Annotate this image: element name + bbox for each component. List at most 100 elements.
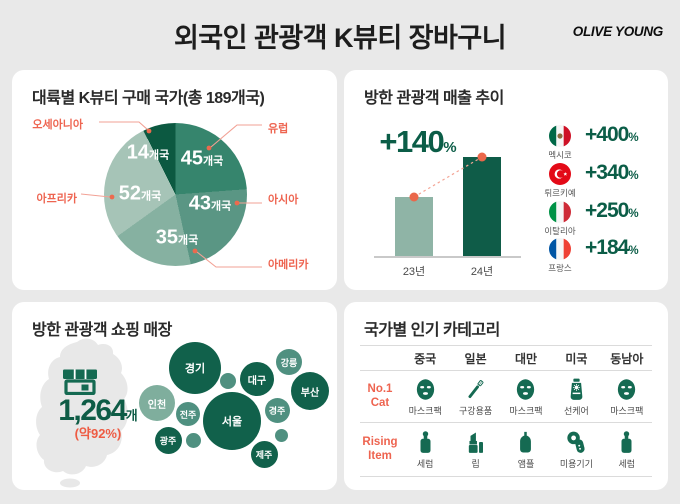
country-growth-row: +184% 프랑스 [539,236,667,274]
category-table: 중국 일본 대만 미국 동남아 No.1 Cat 마스크팩 구강용품 마스크팩 선케어 마스크팩 R… [360,345,652,477]
category-item: 앰플 [501,423,551,476]
category-item-caption: 구강용품 [459,405,493,416]
growth-percent: +400% [585,123,639,146]
category-item-caption: 세럼 [618,458,636,469]
suncare-icon [564,377,589,402]
city-bubble-광주: 광주 [154,426,182,454]
category-row-label: No.1 Cat [367,382,393,409]
pie-value-label: 35개국 [155,226,199,249]
bar-x-label: 24년 [470,266,494,278]
city-bubble-서울: 서울 [203,392,261,450]
page-title: 외국인 관광객 K뷰티 장바구니 [173,23,507,53]
panel-sales: 방한 관광객 매출 추이 +140% 23년 24년 +400% 멕시코 +340% 튀… [344,70,668,290]
category-item-caption: 립 [471,458,480,469]
city-bubble-제주: 제주 [250,440,278,468]
category-column-header: 중국 [414,351,437,366]
city-bubble-전주: 전주 [176,402,200,426]
city-bubble-부산: 부산 [291,372,329,410]
city-bubble-small [185,432,201,448]
category-item: 마스크팩 [602,371,652,422]
category-item-caption: 미용기기 [559,458,593,469]
panel-categories: 국가별 인기 카테고리 중국 일본 대만 미국 동남아 No.1 Cat 마스크팩 구강용품… [344,302,668,490]
panel-stores-title: 방한 관광객 쇼핑 매장 [32,322,172,339]
panel-categories-title: 국가별 인기 카테고리 [364,322,500,339]
category-column-header: 대만 [514,351,538,366]
category-table-header: 중국 일본 대만 미국 동남아 [360,345,652,371]
category-column-header: 동남아 [610,351,644,366]
continent-label: 아프리카 [36,193,77,205]
category-column-header: 일본 [464,351,487,366]
growth-percent: +184% [585,236,639,259]
growth-percent: +250% [585,199,639,222]
panel-sales-title: 방한 관광객 매출 추이 [364,90,504,107]
category-item-caption: 선케어 [563,405,589,416]
korea-map-silhouette [36,338,128,488]
store-count: 1,264개 [58,394,138,427]
category-row: Rising Item 세럼 립 앰플 미용기기 세럼 [360,423,652,477]
category-column-header: 미국 [565,351,588,366]
panel-continents-title: 대륙별 K뷰티 구매 국가(총 189개국) [32,90,265,107]
pie-value-label: 52개국 [118,182,162,205]
flag-icon-mexico [549,125,571,147]
bar-2023 [395,197,433,256]
mask-icon [513,377,538,402]
category-item-caption: 세럼 [416,458,434,469]
category-item: 마스크팩 [400,371,450,422]
city-bubble-강릉: 강릉 [276,349,302,375]
flag-icon-france [549,238,571,260]
device-icon [564,430,589,455]
toothbrush-icon [463,377,488,402]
continent-label: 아시아 [268,194,299,206]
country-growth-row: +340% 튀르키예 [539,161,667,199]
country-growth-row: +250% 이탈리아 [539,199,667,237]
ampoule-icon [513,430,538,455]
pie-value-label: 14개국 [126,141,170,164]
city-bubble-인천: 인천 [139,385,175,421]
store-icon [63,369,97,395]
continent-label: 오세아니아 [32,119,83,131]
category-item: 마스크팩 [501,371,551,422]
olive-young-logo: OLIVE YOUNG [572,24,664,39]
category-item: 구강용품 [450,371,500,422]
growth-percent: +340% [585,161,639,184]
country-growth-row: +400% 멕시코 [539,123,667,161]
category-row: No.1 Cat 마스크팩 구강용품 마스크팩 선케어 마스크팩 [360,371,652,423]
country-name: 프랑스 [548,263,572,273]
category-row-label: Rising Item [362,435,398,462]
country-name: 튀르키예 [544,188,576,198]
category-item: 립 [450,423,500,476]
bar-x-label: 23년 [402,266,426,278]
panel-continents: 대륙별 K뷰티 구매 국가(총 189개국) 45개국 43개국 35개국 52개국 1… [12,70,337,290]
flag-icon-turkiye [549,163,571,185]
continent-label: 유럽 [268,123,289,135]
city-bubble-small [220,373,236,389]
panel-stores: 방한 관광객 쇼핑 매장 1,264개 (약92%) 경기 대구 강릉 부산 인천 전주 서… [12,302,337,490]
category-item-caption: 마스크팩 [509,405,543,416]
growth-callout: +140% [362,124,474,160]
category-item-caption: 앰플 [517,458,535,469]
city-bubble-대구: 대구 [240,362,274,396]
category-item-caption: 마스크팩 [408,405,442,416]
lipstick-icon [463,430,488,455]
pie-value-label: 43개국 [188,192,232,215]
category-item: 세럼 [400,423,450,476]
bar-chart-baseline [374,256,521,258]
mask-icon [614,377,639,402]
serum-icon [413,430,438,455]
bar-2024 [463,157,501,256]
mask-icon [413,377,438,402]
growth-value: +140 [379,124,444,159]
category-item: 세럼 [602,423,652,476]
country-name: 멕시코 [548,150,572,160]
pie-value-label: 45개국 [180,147,224,170]
category-item: 선케어 [551,371,601,422]
continent-label: 아메리카 [268,259,309,271]
city-bubble-경주: 경주 [264,397,290,423]
country-name: 이탈리아 [544,226,576,236]
city-bubble-경기: 경기 [169,342,221,394]
flag-icon-italy [549,201,571,223]
serum-icon [614,430,639,455]
category-item: 미용기기 [551,423,601,476]
growth-unit: % [443,139,457,156]
